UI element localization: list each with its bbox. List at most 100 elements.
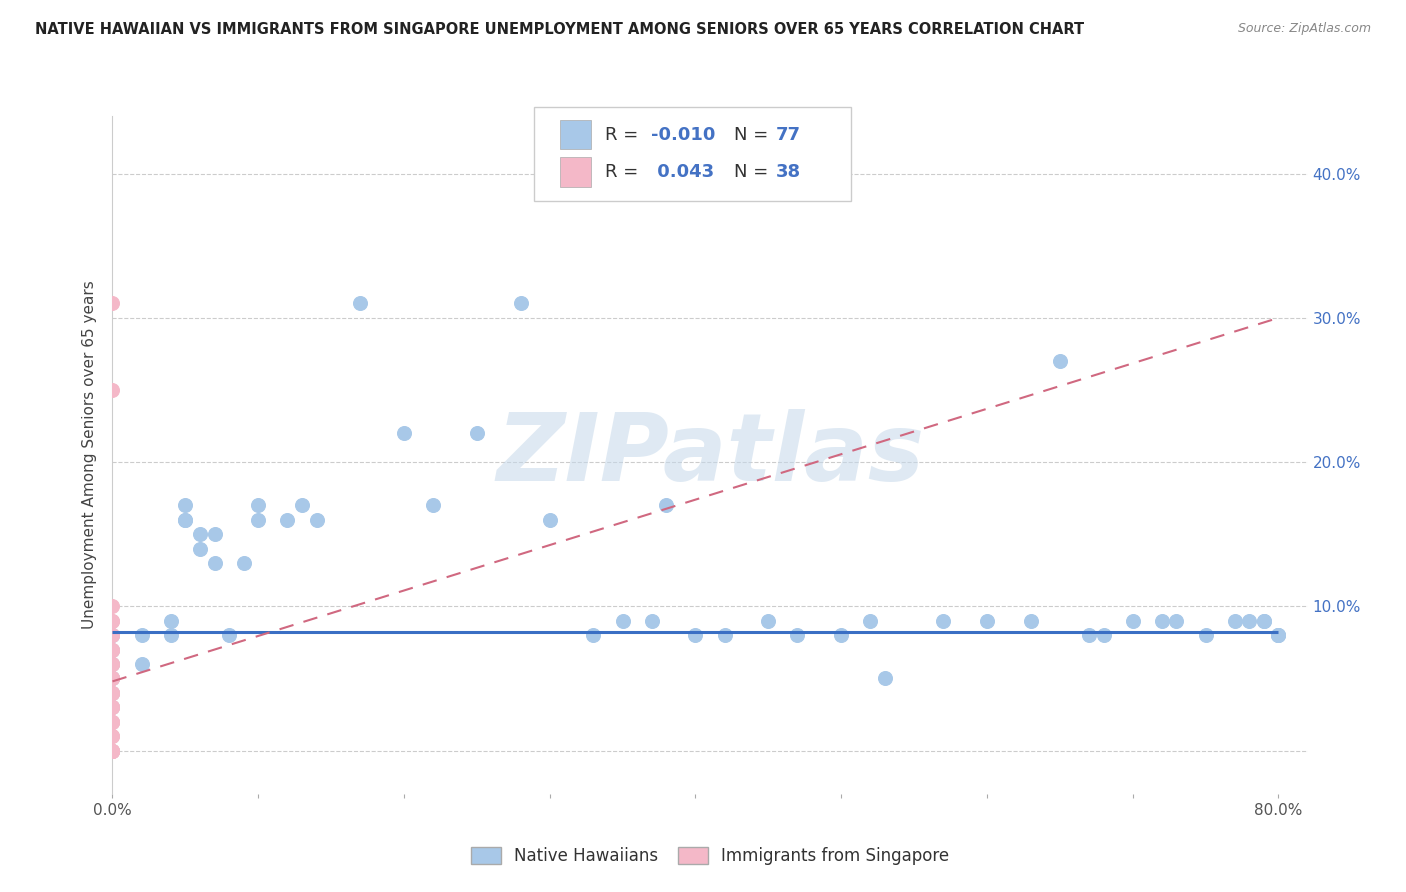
Point bbox=[101, 686, 124, 700]
Point bbox=[101, 383, 124, 397]
Point bbox=[101, 628, 124, 642]
Point bbox=[218, 628, 240, 642]
Point bbox=[291, 499, 314, 513]
Point bbox=[932, 614, 955, 628]
Text: 0.043: 0.043 bbox=[651, 163, 714, 181]
Point bbox=[976, 614, 998, 628]
Point bbox=[101, 672, 124, 686]
Text: R =: R = bbox=[605, 163, 644, 181]
Point bbox=[174, 513, 197, 527]
Point bbox=[101, 672, 124, 686]
Point bbox=[1223, 614, 1246, 628]
Text: ZIPatlas: ZIPatlas bbox=[496, 409, 924, 501]
Point bbox=[1267, 628, 1289, 642]
Point bbox=[101, 700, 124, 714]
Text: Source: ZipAtlas.com: Source: ZipAtlas.com bbox=[1237, 22, 1371, 36]
Point bbox=[101, 729, 124, 743]
Point bbox=[188, 527, 211, 541]
Point bbox=[1019, 614, 1042, 628]
Point bbox=[101, 614, 124, 628]
Point bbox=[204, 556, 226, 570]
Point bbox=[247, 513, 270, 527]
Point bbox=[101, 672, 124, 686]
Point bbox=[101, 729, 124, 743]
Point bbox=[174, 513, 197, 527]
Legend: Native Hawaiians, Immigrants from Singapore: Native Hawaiians, Immigrants from Singap… bbox=[463, 838, 957, 873]
Text: 38: 38 bbox=[776, 163, 801, 181]
Y-axis label: Unemployment Among Seniors over 65 years: Unemployment Among Seniors over 65 years bbox=[82, 281, 97, 629]
Point bbox=[101, 614, 124, 628]
Point bbox=[713, 628, 735, 642]
Point bbox=[1239, 614, 1261, 628]
Point bbox=[509, 296, 531, 310]
Point bbox=[305, 513, 328, 527]
Point bbox=[101, 743, 124, 757]
Text: -0.010: -0.010 bbox=[651, 126, 716, 144]
Point bbox=[276, 513, 298, 527]
Point bbox=[101, 642, 124, 657]
Point bbox=[101, 686, 124, 700]
Point bbox=[538, 513, 561, 527]
Point bbox=[1078, 628, 1101, 642]
Point bbox=[101, 657, 124, 671]
Point bbox=[101, 743, 124, 757]
Point bbox=[655, 499, 678, 513]
Point bbox=[786, 628, 808, 642]
Point bbox=[349, 296, 371, 310]
Point bbox=[582, 628, 605, 642]
Point bbox=[101, 642, 124, 657]
Point bbox=[101, 642, 124, 657]
Point bbox=[101, 700, 124, 714]
Point bbox=[1092, 628, 1115, 642]
Point bbox=[204, 527, 226, 541]
Point bbox=[873, 672, 896, 686]
Point bbox=[131, 657, 153, 671]
Point bbox=[101, 743, 124, 757]
Point bbox=[101, 672, 124, 686]
Point bbox=[232, 556, 254, 570]
Point bbox=[159, 614, 181, 628]
Point bbox=[101, 642, 124, 657]
Point bbox=[131, 628, 153, 642]
Point bbox=[1150, 614, 1173, 628]
Text: N =: N = bbox=[734, 126, 773, 144]
Point bbox=[465, 426, 488, 441]
Point bbox=[101, 686, 124, 700]
Point bbox=[101, 599, 124, 614]
Point bbox=[101, 628, 124, 642]
Point bbox=[101, 296, 124, 310]
Point bbox=[101, 743, 124, 757]
Point bbox=[756, 614, 779, 628]
Point bbox=[101, 657, 124, 671]
Point bbox=[101, 743, 124, 757]
Text: 77: 77 bbox=[776, 126, 801, 144]
Point bbox=[101, 714, 124, 729]
Point bbox=[1267, 628, 1289, 642]
Point bbox=[101, 672, 124, 686]
Point bbox=[101, 686, 124, 700]
Point bbox=[101, 657, 124, 671]
Point bbox=[1267, 628, 1289, 642]
Point bbox=[247, 499, 270, 513]
Point bbox=[641, 614, 664, 628]
Point bbox=[101, 700, 124, 714]
Point bbox=[101, 628, 124, 642]
Point bbox=[101, 672, 124, 686]
Point bbox=[392, 426, 415, 441]
Point bbox=[1049, 354, 1071, 368]
Point bbox=[159, 628, 181, 642]
Point bbox=[101, 714, 124, 729]
Point bbox=[174, 499, 197, 513]
Text: R =: R = bbox=[605, 126, 644, 144]
Point bbox=[1194, 628, 1216, 642]
Point bbox=[1253, 614, 1275, 628]
Point bbox=[101, 714, 124, 729]
Point bbox=[422, 499, 444, 513]
Text: N =: N = bbox=[734, 163, 773, 181]
Point bbox=[101, 700, 124, 714]
Point bbox=[101, 743, 124, 757]
Point bbox=[612, 614, 634, 628]
Point bbox=[1122, 614, 1144, 628]
Text: NATIVE HAWAIIAN VS IMMIGRANTS FROM SINGAPORE UNEMPLOYMENT AMONG SENIORS OVER 65 : NATIVE HAWAIIAN VS IMMIGRANTS FROM SINGA… bbox=[35, 22, 1084, 37]
Point bbox=[101, 700, 124, 714]
